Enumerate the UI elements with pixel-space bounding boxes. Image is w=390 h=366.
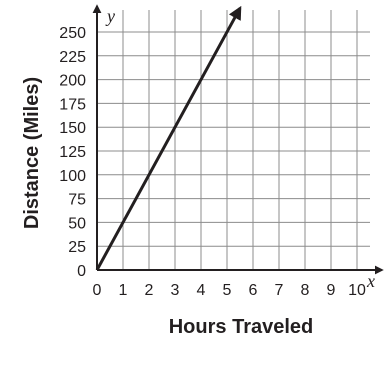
x-tick-label: 8	[301, 282, 310, 299]
x-tick-label: 0	[93, 282, 102, 299]
y-tick-label: 225	[59, 49, 86, 66]
x-tick-label: 4	[197, 282, 206, 299]
x-tick-label: 6	[249, 282, 258, 299]
x-tick-labels: 0 1 2 3 4 5 6 7 8 9 10	[93, 282, 366, 299]
x-tick-label: 10	[348, 282, 366, 299]
y-tick-label: 50	[68, 215, 86, 232]
y-tick-label: 100	[59, 168, 86, 185]
x-tick-label: 3	[171, 282, 180, 299]
series-line	[95, 5, 242, 271]
grid	[97, 10, 370, 270]
y-axis-title: Distance (Miles)	[21, 77, 43, 229]
y-tick-label: 125	[59, 144, 86, 161]
y-tick-labels: 0 25 50 75 100 125 150 175 200 225 250	[59, 25, 86, 280]
y-tick-label: 75	[68, 192, 86, 209]
y-tick-label: 0	[77, 263, 86, 280]
x-tick-label: 5	[223, 282, 232, 299]
y-tick-label: 150	[59, 120, 86, 137]
data-series	[95, 5, 242, 271]
y-tick-label: 250	[59, 25, 86, 42]
x-tick-label: 9	[327, 282, 336, 299]
x-tick-label: 1	[119, 282, 128, 299]
y-tick-label: 200	[59, 73, 86, 90]
y-tick-label: 175	[59, 96, 86, 113]
y-tick-label: 25	[68, 239, 86, 256]
x-axis-title: Hours Traveled	[169, 316, 314, 338]
y-axis-variable: y	[105, 6, 115, 26]
x-tick-label: 7	[275, 282, 284, 299]
x-tick-label: 2	[145, 282, 154, 299]
x-axis-variable: x	[366, 271, 375, 291]
